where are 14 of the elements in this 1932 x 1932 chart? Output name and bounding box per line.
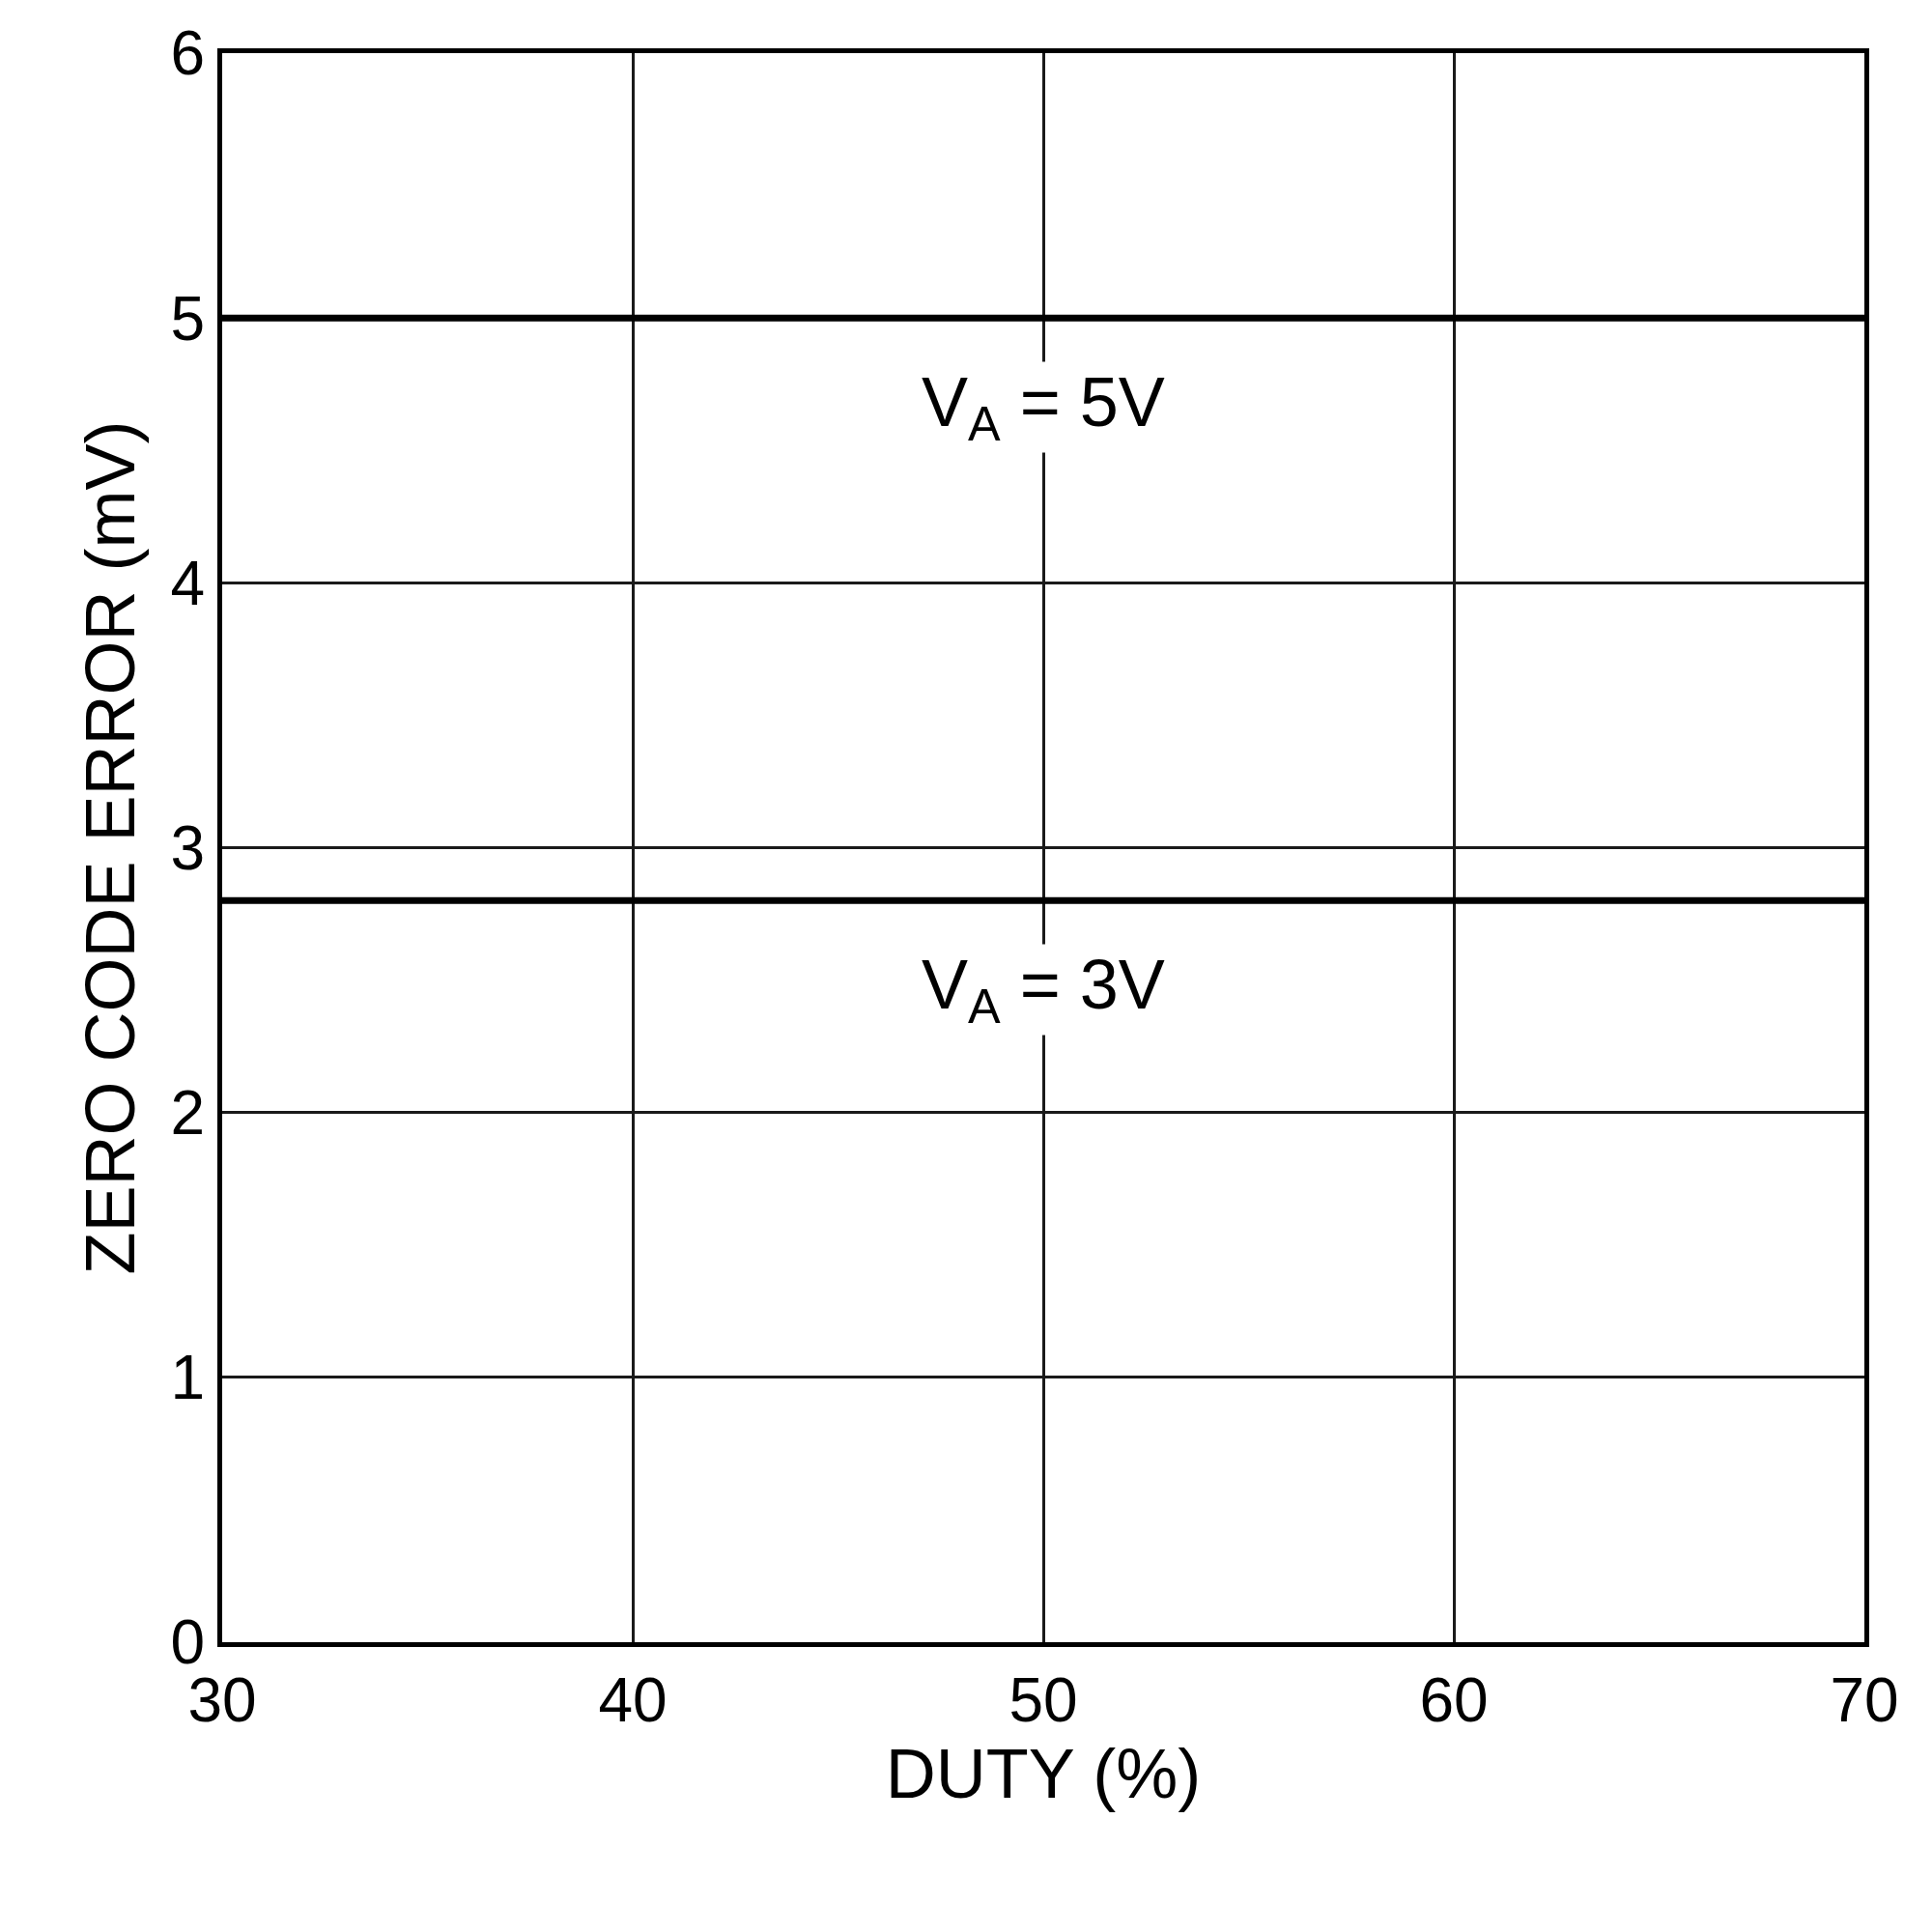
- y-tick-label: 3: [170, 812, 206, 883]
- series-label: V$_{A}$ = 3V: [922, 946, 1165, 1035]
- x-axis-title: DUTY (%): [885, 1734, 1202, 1812]
- y-tick-label: 2: [170, 1078, 206, 1149]
- x-tick-label: 50: [1009, 1664, 1078, 1735]
- y-tick-label: 5: [170, 283, 206, 354]
- y-tick-label: 6: [170, 18, 206, 89]
- x-tick-label: 40: [598, 1664, 668, 1735]
- y-tick-label: 1: [170, 1343, 206, 1413]
- x-tick-label: 70: [1830, 1664, 1899, 1735]
- y-tick-label: 4: [170, 548, 206, 618]
- series-label: V$_{A}$ = 5V: [922, 363, 1165, 452]
- x-tick-label: 60: [1419, 1664, 1489, 1735]
- y-axis-title: ZERO CODE ERROR (mV): [71, 420, 149, 1275]
